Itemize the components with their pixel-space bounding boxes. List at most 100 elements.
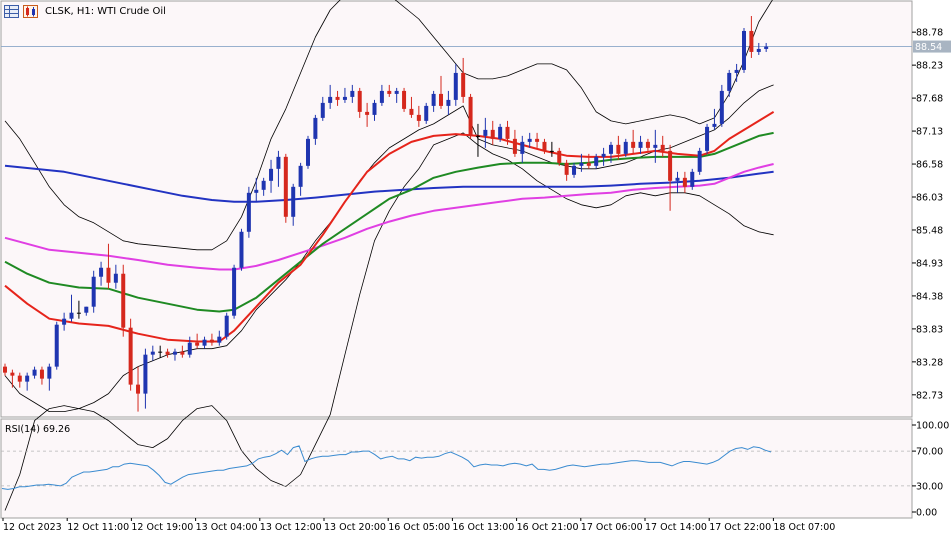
candle-body (232, 267, 237, 316)
price-label: 87.13 (916, 127, 943, 138)
ma-green-line (4, 131, 774, 313)
price-label: 88.78 (916, 28, 943, 39)
candle-body (542, 141, 547, 151)
price-label: 83.28 (916, 357, 943, 368)
candle-body (475, 135, 480, 137)
rsi-axis-label: 100.00 (916, 421, 949, 432)
candle-body (490, 129, 495, 139)
candle-body (165, 351, 170, 355)
candle-body (202, 339, 207, 346)
main-pane (0, 0, 913, 418)
candle-body (379, 90, 384, 103)
candle-body (342, 96, 347, 100)
chart-type-icon[interactable] (23, 4, 38, 18)
current-price-box (913, 40, 951, 53)
candle-body (616, 144, 621, 154)
time-label: 17 Oct 14:00 (645, 522, 707, 533)
ma-red-line (4, 111, 775, 343)
candle-body (313, 117, 318, 139)
candle-body (564, 162, 569, 175)
candle-body (690, 171, 695, 187)
candle-body (535, 138, 540, 142)
candle-body (25, 375, 30, 382)
candle-body (291, 186, 296, 217)
time-label: 13 Oct 20:00 (324, 522, 386, 533)
candle-body (365, 111, 370, 115)
candle-body (697, 150, 702, 172)
candle-body (742, 30, 746, 70)
candle-body (675, 177, 680, 181)
candle-body (172, 351, 177, 355)
candle-body (195, 342, 200, 346)
candle-body (734, 69, 739, 73)
candle-body (239, 231, 244, 268)
candle-body (645, 141, 650, 148)
candle-body (3, 366, 7, 373)
candle-body (158, 351, 163, 353)
candle-body (180, 351, 185, 355)
candle-body (424, 105, 429, 121)
candle-body (764, 46, 769, 49)
candle-body (283, 156, 288, 217)
candle-body (17, 375, 22, 382)
candle-body (39, 369, 44, 379)
time-label: 13 Oct 04:00 (196, 522, 258, 533)
candle-body (99, 267, 104, 277)
candle-body (483, 129, 488, 136)
candle-body (150, 351, 155, 355)
candle-body (586, 162, 591, 166)
price-label: 83.83 (916, 324, 943, 335)
candle-body (431, 93, 436, 106)
candle-body (32, 369, 37, 376)
candle-body (128, 327, 133, 385)
candle-body (505, 126, 510, 139)
time-label: 17 Oct 06:00 (581, 522, 643, 533)
price-label: 87.68 (916, 94, 943, 105)
candle-body (54, 324, 59, 367)
candle-body (705, 126, 710, 151)
candle-body (121, 273, 126, 328)
time-label: 12 Oct 19:00 (131, 522, 193, 533)
candle-body (335, 96, 340, 100)
time-label: 16 Oct 05:00 (388, 522, 450, 533)
time-label: 12 Oct 11:00 (67, 522, 129, 533)
candle-body (402, 90, 407, 109)
bollinger-middle-line (4, 84, 774, 413)
candle-body (660, 144, 665, 151)
candle-body (608, 144, 613, 154)
chart-title: CLSK, H1: WTI Crude Oil (45, 5, 166, 17)
candle-body (62, 318, 67, 325)
candle-body (756, 48, 761, 52)
price-label: 86.03 (916, 193, 943, 204)
candle-body (246, 192, 251, 232)
grid-icon[interactable] (4, 4, 19, 18)
candle-body (520, 141, 525, 154)
candle-body (712, 123, 717, 127)
candle-body (572, 165, 577, 175)
candle-body (328, 96, 333, 103)
candle-body (305, 138, 310, 166)
candle-body (394, 90, 399, 94)
candle-body (416, 114, 421, 121)
candle-body (601, 153, 606, 157)
candle-body (224, 315, 229, 337)
candle-body (320, 102, 325, 118)
bollinger-lower-line (4, 132, 774, 511)
candle-body (579, 162, 584, 166)
candle-body (653, 144, 658, 148)
ma-blue-line (4, 164, 774, 203)
price-label: 82.73 (916, 390, 943, 401)
rsi-axis-label: 30.00 (916, 481, 943, 492)
candle-body (269, 168, 274, 181)
candle-body (409, 108, 414, 115)
time-label: 13 Oct 12:00 (260, 522, 322, 533)
candle-body (682, 177, 687, 187)
candle-body (113, 273, 118, 283)
candle-body (261, 180, 266, 190)
candle-body (468, 96, 473, 136)
candle-body (209, 339, 214, 343)
candle-body (91, 276, 96, 307)
candle-body (512, 138, 517, 154)
